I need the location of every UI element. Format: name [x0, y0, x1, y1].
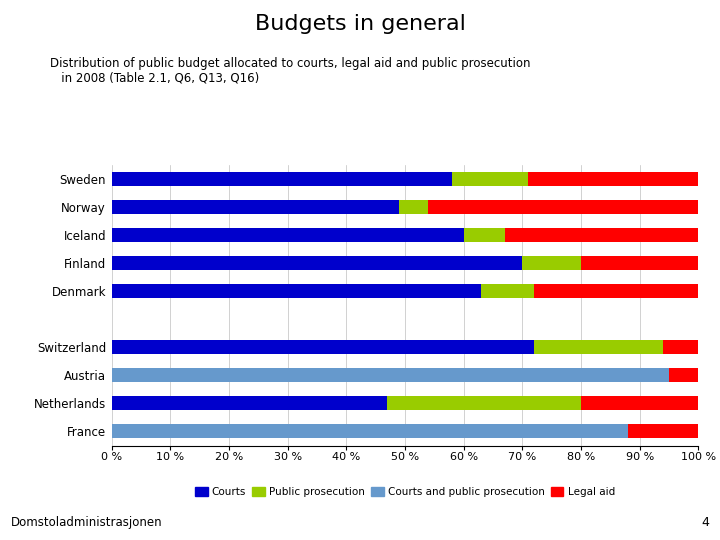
Bar	[628, 424, 698, 438]
Bar	[534, 340, 663, 354]
Bar	[399, 200, 428, 214]
Bar	[112, 396, 387, 410]
Bar	[112, 256, 522, 270]
Bar	[522, 256, 581, 270]
Bar	[528, 172, 698, 186]
Text: Domstoladministrasjonen: Domstoladministrasjonen	[11, 516, 163, 529]
Legend: Courts, Public prosecution, Courts and public prosecution, Legal aid: Courts, Public prosecution, Courts and p…	[191, 483, 619, 501]
Bar	[112, 340, 534, 354]
Bar	[481, 284, 534, 298]
Text: in 2008 (Table 2.1, Q6, Q13, Q16): in 2008 (Table 2.1, Q6, Q13, Q16)	[50, 71, 260, 84]
Bar	[669, 368, 698, 382]
Bar	[112, 200, 399, 214]
Bar	[387, 396, 581, 410]
Bar	[464, 228, 505, 242]
Bar	[112, 424, 628, 438]
Bar	[663, 340, 698, 354]
Bar	[581, 396, 698, 410]
Bar	[534, 284, 698, 298]
Bar	[112, 228, 464, 242]
Bar	[112, 172, 452, 186]
Text: Budgets in general: Budgets in general	[255, 14, 465, 33]
Bar	[112, 284, 481, 298]
Bar	[505, 228, 698, 242]
Bar	[112, 368, 669, 382]
Text: 4: 4	[701, 516, 709, 529]
Bar	[428, 200, 698, 214]
Text: Distribution of public budget allocated to courts, legal aid and public prosecut: Distribution of public budget allocated …	[50, 57, 531, 70]
Bar	[581, 256, 698, 270]
Bar	[452, 172, 528, 186]
